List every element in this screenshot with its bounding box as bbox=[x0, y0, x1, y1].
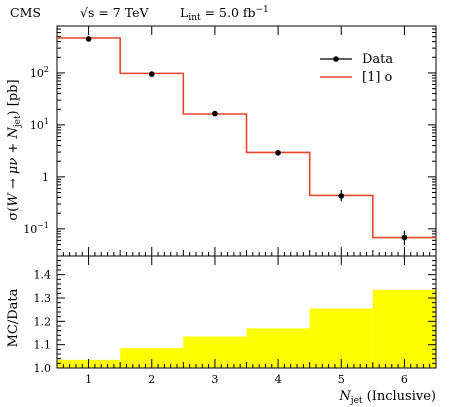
x-axis-label: Njet (Inclusive) bbox=[338, 389, 436, 406]
main-y-tick-label: 10−1 bbox=[23, 221, 49, 236]
legend-mc-label: [1] o bbox=[362, 70, 393, 85]
x-tick-label: 3 bbox=[211, 373, 218, 386]
x-tick-label: 6 bbox=[401, 373, 408, 386]
data-point bbox=[401, 234, 408, 241]
main-y-tick-label: 101 bbox=[30, 117, 49, 132]
ratio-bar bbox=[372, 289, 436, 368]
main-y-tick-label: 102 bbox=[30, 65, 49, 80]
ratio-bar bbox=[120, 348, 184, 368]
x-tick-label: 2 bbox=[148, 373, 155, 386]
legend: Data [1] o bbox=[320, 52, 393, 85]
ratio-y-tick-label: 1.0 bbox=[34, 362, 52, 375]
legend-data-marker bbox=[333, 56, 339, 62]
ratio-y-axis-label: MC/Data bbox=[6, 288, 21, 347]
lumi-label: Lint = 5.0 fb−1 bbox=[180, 5, 269, 23]
ratio-panel: 1 2 3 4 5 6 1.0 1.1 1.2 1.3 1.4 bbox=[34, 255, 437, 386]
ratio-y-tick-label: 1.1 bbox=[34, 339, 52, 352]
ratio-y-tick-label: 1.3 bbox=[34, 292, 52, 305]
data-point bbox=[148, 71, 155, 77]
data-point bbox=[85, 36, 92, 42]
main-y-axis-label: σ(W → μν + Njet) [pb] bbox=[6, 79, 23, 220]
x-tick-label: 5 bbox=[338, 373, 345, 386]
x-tick-label: 1 bbox=[85, 373, 92, 386]
energy-label: √s = 7 TeV bbox=[80, 5, 149, 20]
main-y-tick-label: 1 bbox=[42, 171, 49, 184]
data-point bbox=[275, 150, 281, 156]
ratio-y-tick-label: 1.2 bbox=[34, 315, 52, 328]
ratio-y-tick-label: 1.4 bbox=[34, 269, 52, 282]
ratio-bar bbox=[309, 308, 373, 368]
data-point bbox=[338, 193, 345, 199]
data-point bbox=[212, 110, 218, 117]
x-tick-label: 4 bbox=[275, 373, 282, 386]
mc-step-line bbox=[57, 37, 436, 239]
legend-data-label: Data bbox=[362, 52, 393, 67]
experiment-label: CMS bbox=[10, 5, 41, 20]
